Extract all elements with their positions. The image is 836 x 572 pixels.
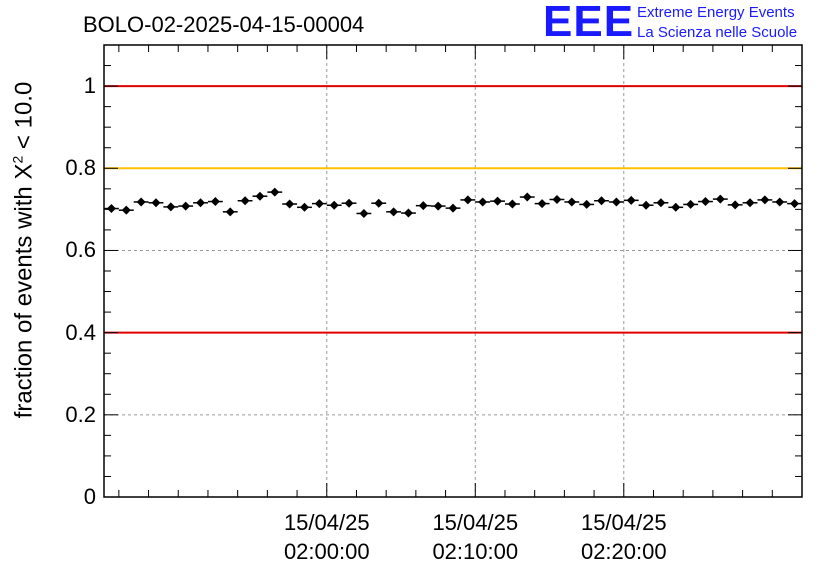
- x-tick-label: 15/04/25 02:10:00: [405, 508, 545, 566]
- x-tick-time: 02:20:00: [580, 539, 667, 564]
- x-tick-time: 02:00:00: [283, 539, 370, 564]
- data-point: [507, 199, 517, 209]
- y-label-exponent: 2: [9, 155, 26, 164]
- data-point: [240, 196, 250, 206]
- x-tick-label: 15/04/25 02:20:00: [554, 508, 694, 566]
- x-tick-label: 15/04/25 02:00:00: [257, 508, 397, 566]
- data-point: [136, 197, 146, 207]
- data-point: [225, 207, 235, 217]
- x-tick-time: 02:10:00: [432, 539, 519, 564]
- data-point: [597, 196, 607, 206]
- data-point: [285, 199, 295, 209]
- data-point: [730, 200, 740, 210]
- y-tick-label: 1: [83, 73, 96, 99]
- data-point: [166, 202, 176, 212]
- data-point: [493, 196, 503, 206]
- data-point: [537, 199, 547, 209]
- data-point: [314, 199, 324, 209]
- data-point: [403, 208, 413, 218]
- data-point: [760, 195, 770, 205]
- y-label-prefix: fraction of events with X: [10, 163, 38, 419]
- data-point: [522, 192, 532, 202]
- data-point: [106, 204, 116, 214]
- data-point: [121, 205, 131, 215]
- data-point: [181, 201, 191, 211]
- data-point: [196, 198, 206, 208]
- data-point: [671, 202, 681, 212]
- data-point: [418, 201, 428, 211]
- logo-line-1: Extreme Energy Events: [637, 4, 795, 21]
- y-tick-label: 0.4: [65, 319, 96, 345]
- data-point: [433, 201, 443, 211]
- eee-logo: EEE: [543, 0, 635, 46]
- y-tick-label: 0.6: [65, 237, 96, 263]
- logo-line-2: La Scienza nelle Scuole: [637, 24, 798, 41]
- x-tick-date: 15/04/25: [580, 510, 667, 535]
- data-point: [641, 200, 651, 210]
- data-point: [552, 195, 562, 205]
- data-point: [329, 200, 339, 210]
- data-point: [448, 203, 458, 213]
- data-point: [626, 195, 636, 205]
- data-point: [151, 198, 161, 208]
- data-point: [270, 187, 280, 197]
- data-point: [582, 199, 592, 209]
- data-point: [790, 199, 800, 209]
- data-point: [463, 195, 473, 205]
- data-point: [299, 202, 309, 212]
- data-point: [700, 197, 710, 207]
- data-point: [389, 207, 399, 217]
- data-point: [359, 208, 369, 218]
- y-label-suffix: < 10.0: [10, 81, 38, 156]
- data-point: [567, 197, 577, 207]
- y-tick-label: 0.2: [65, 401, 96, 427]
- data-point: [611, 197, 621, 207]
- data-point: [374, 198, 384, 208]
- data-point: [775, 197, 785, 207]
- data-point: [255, 191, 265, 201]
- data-point: [344, 198, 354, 208]
- data-point: [478, 197, 488, 207]
- y-tick-label: 0.8: [65, 155, 96, 181]
- data-point: [686, 199, 696, 209]
- chart-title: BOLO-02-2025-04-15-00004: [83, 12, 365, 37]
- x-tick-date: 15/04/25: [283, 510, 370, 535]
- data-point: [715, 194, 725, 204]
- data-point: [656, 198, 666, 208]
- x-tick-date: 15/04/25: [432, 510, 519, 535]
- y-tick-label: 0: [83, 484, 96, 509]
- plot-frame: [103, 44, 803, 498]
- data-point: [745, 198, 755, 208]
- data-point: [210, 197, 220, 207]
